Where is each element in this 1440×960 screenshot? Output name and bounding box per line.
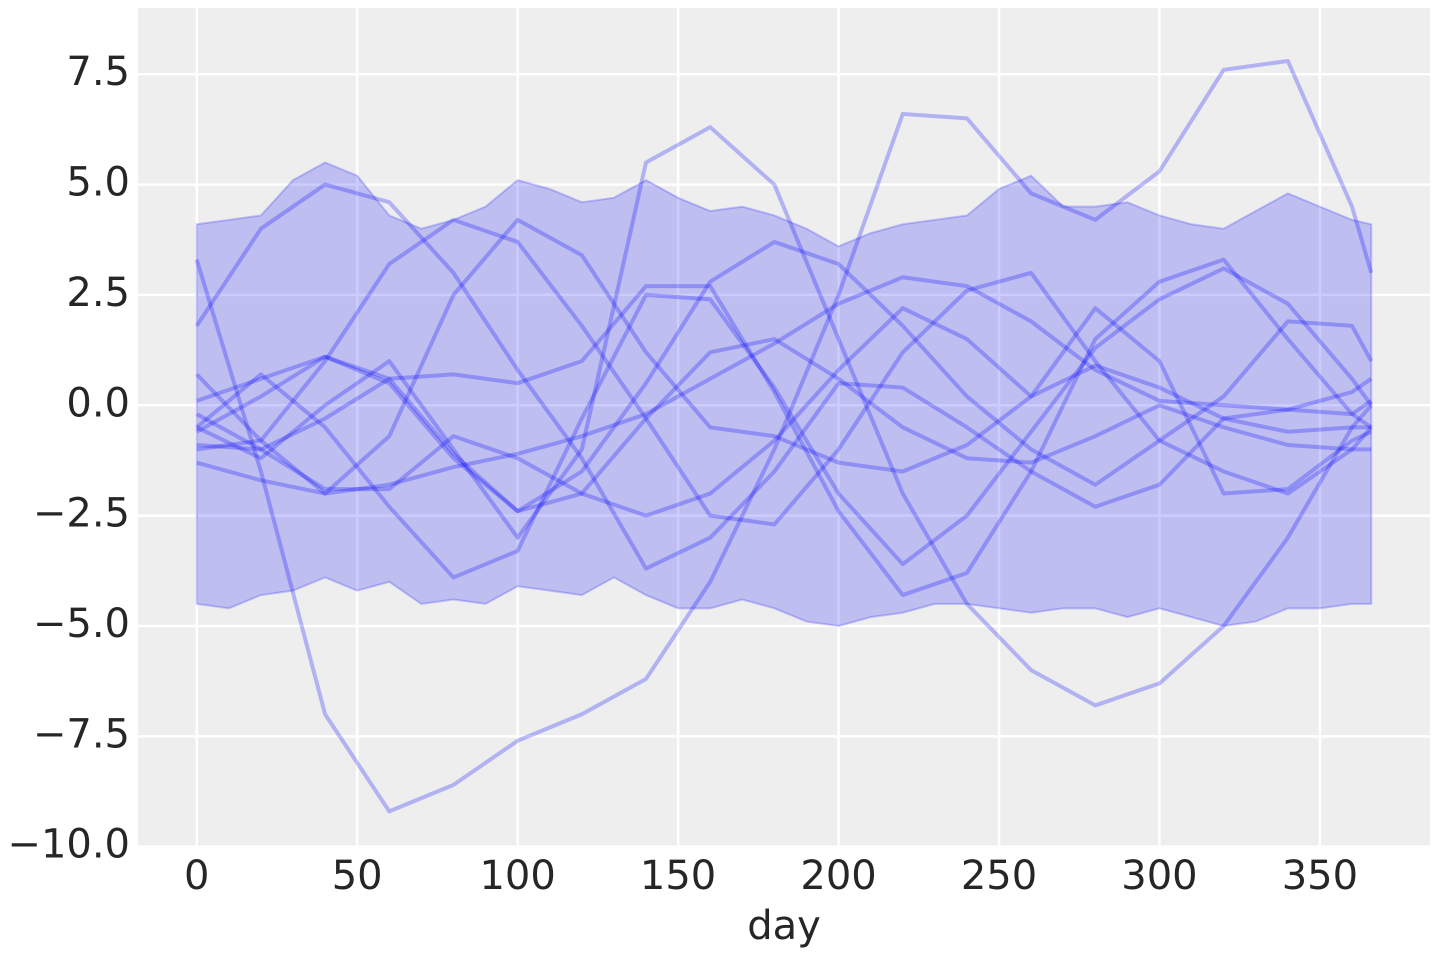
x-tick-label: 300 xyxy=(1121,853,1197,899)
sample-line xyxy=(196,217,1373,527)
sample-line xyxy=(195,266,1373,580)
y-tick-label: −2.5 xyxy=(33,491,130,537)
y-tick-label: 5.0 xyxy=(66,160,130,206)
sample-line xyxy=(196,275,1373,496)
x-tick-label: 250 xyxy=(961,853,1037,899)
x-axis-label: day xyxy=(747,903,821,949)
y-tick-label: 0.0 xyxy=(66,380,130,426)
sample-line xyxy=(195,182,1373,571)
x-tick-label: 50 xyxy=(332,853,383,899)
x-tick-label: 350 xyxy=(1282,853,1358,899)
sample-line xyxy=(196,337,1372,514)
y-tick-label: −5.0 xyxy=(33,601,130,647)
y-tick-label: 7.5 xyxy=(66,49,130,95)
x-tick-label: 150 xyxy=(640,853,716,899)
band xyxy=(195,161,1373,627)
x-tick-label: 200 xyxy=(800,853,876,899)
sample-line xyxy=(195,306,1373,518)
y-tick-label: −10.0 xyxy=(7,822,130,868)
plot-area xyxy=(138,8,1430,848)
sample-line xyxy=(194,58,1374,814)
sample-line xyxy=(195,239,1374,514)
sample-line xyxy=(196,257,1373,598)
sample-line xyxy=(195,217,1372,496)
y-tick-label: −7.5 xyxy=(33,711,130,757)
sample-line xyxy=(195,125,1373,708)
y-tick-label: 2.5 xyxy=(66,270,130,316)
x-tick-label: 0 xyxy=(184,853,209,899)
x-tick-label: 100 xyxy=(479,853,555,899)
